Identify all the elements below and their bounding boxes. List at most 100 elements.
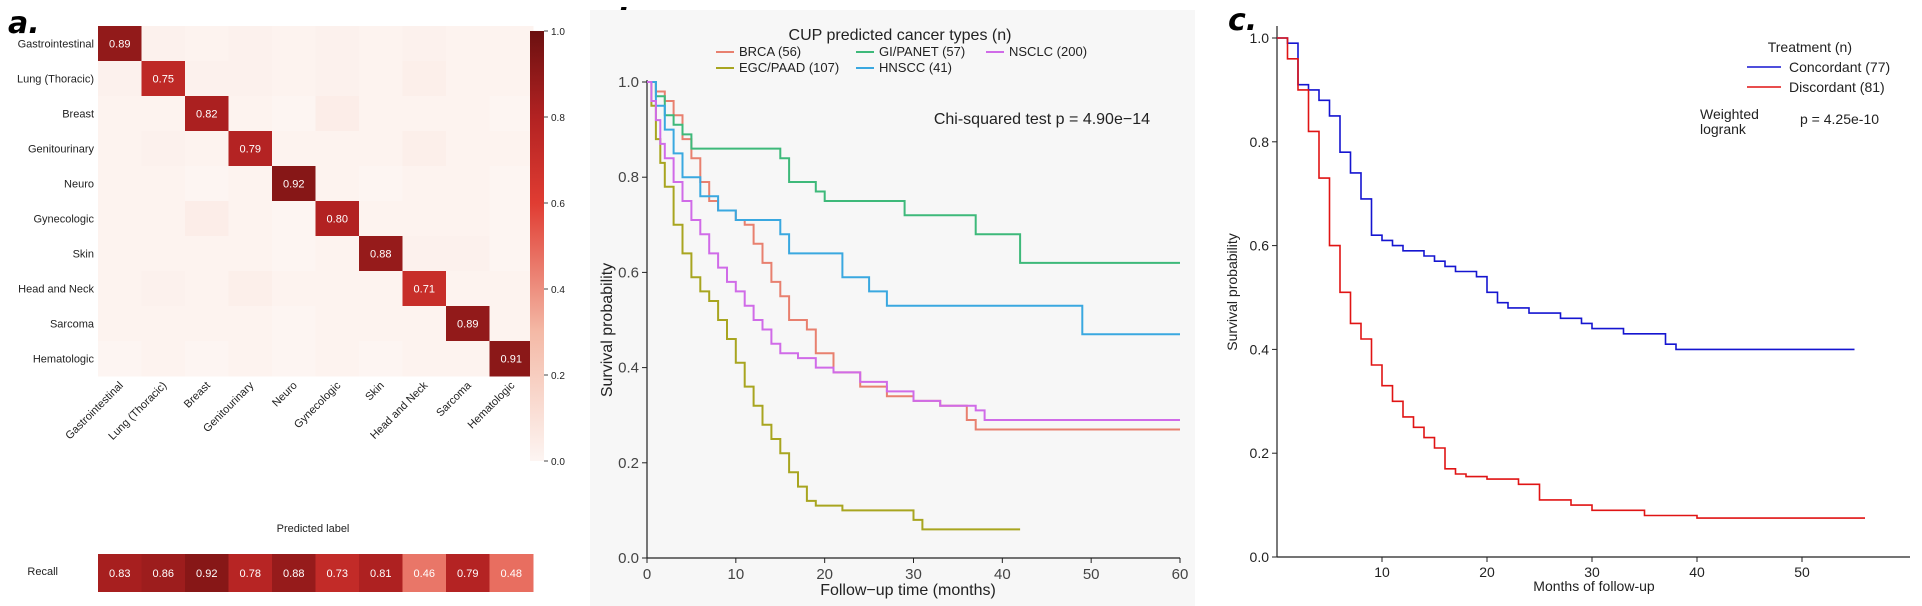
colorbar-ticks: 0.0 0.2 0.4 0.6 0.8 1.0 [544, 27, 565, 468]
heatmap-cell-genitourinary-gynecologic [315, 131, 360, 167]
panel-b-y-tick-label-2: 0.4 [618, 360, 639, 377]
heatmap-cell-lung-thoracic-skin [359, 61, 403, 97]
heatmap-cell-breast-neuro [272, 96, 316, 132]
recall-value-neuro: 0.88 [283, 568, 304, 580]
heatmap-row-label-hematologic: Hematologic [33, 354, 95, 366]
heatmap-cell-gastrointestinal-skin [359, 26, 403, 62]
heatmap-cell-skin-breast [185, 236, 229, 272]
heatmap-cell-lung-thoracic-gastrointestinal [98, 61, 142, 97]
colorbar-tick-label-1: 0.2 [551, 371, 565, 382]
heatmap-cell-breast-gastrointestinal [98, 96, 142, 132]
heatmap-value-neuro: 0.92 [283, 179, 304, 191]
heatmap-cell-lung-thoracic-sarcoma [446, 61, 490, 97]
heatmap-value-skin: 0.88 [370, 249, 391, 261]
heatmap-cell-hematologic-sarcoma [446, 341, 490, 377]
heatmap-cell-gynecologic-gynecologic [315, 201, 360, 237]
panel-b-x-axis-label: Follow−up time (months) [820, 582, 996, 599]
panel-c-axes: 10 20 30 40 50 0.0 0.2 0.4 0.6 0.8 1.0 [1250, 26, 1910, 580]
panel-c-y-axis-label: Survival probability [1224, 233, 1240, 351]
panel-b-axes: 0 10 20 30 40 50 60 0.0 0.2 0.4 0.6 0.8 1.0 [618, 74, 1188, 583]
heatmap-row-labels: Gastrointestinal Lung (Thoracic) Breast Gen… [17, 39, 95, 366]
panel-b-legend: BRCA (56)EGC/PAAD (107) GI/PANET (57)HNSC… [716, 44, 1087, 75]
colorbar-tick-label-2: 0.4 [551, 285, 565, 296]
recall-value-lung-thoracic: 0.86 [153, 568, 174, 580]
heatmap-cell-lung-thoracic-lung-thoracic [141, 61, 186, 97]
heatmap-cell-sarcoma-head-and-neck [402, 306, 447, 342]
panel-c-y-tick-label-5: 1.0 [1250, 30, 1270, 46]
recall-cell-gastrointestinal [98, 554, 142, 592]
heatmap-colorbar [530, 31, 544, 461]
panel-b-curve-egc-paad-107 [647, 81, 1021, 531]
heatmap-cell-hematologic-gynecologic [315, 341, 360, 377]
heatmap-cell-gynecologic-genitourinary [228, 201, 273, 237]
panel-b-background [590, 10, 1195, 606]
heatmap-cell-neuro-head-and-neck [402, 166, 447, 202]
colorbar-tick-label-4: 0.8 [551, 113, 565, 124]
heatmap-row-label-sarcoma: Sarcoma [50, 319, 95, 331]
recall-value-sarcoma: 0.79 [457, 568, 478, 580]
heatmap-cell-skin-genitourinary [228, 236, 273, 272]
heatmap-cell-genitourinary-genitourinary [228, 131, 273, 167]
heatmap-cell-neuro-hematologic [489, 166, 534, 202]
recall-cell-gynecologic [315, 554, 360, 592]
recall-row-label: Recall [27, 566, 58, 578]
panel-b-x-tick-label-0: 0 [643, 566, 651, 583]
heatmap-cell-skin-gastrointestinal [98, 236, 142, 272]
heatmap-cell-neuro-skin [359, 166, 403, 202]
recall-cell-sarcoma [446, 554, 490, 592]
panel-b-x-tick-label-2: 20 [816, 566, 833, 583]
heatmap-row-label-head-and-neck: Head and Neck [18, 284, 94, 296]
heatmap-cell-head-and-neck-lung-thoracic [141, 271, 186, 307]
panel-c-legend-label-concordant-77: Concordant (77) [1789, 59, 1890, 75]
panel-b-y-axis-label: Survival probability [599, 263, 616, 397]
heatmap-cell-skin-hematologic [489, 236, 534, 272]
heatmap-cell-neuro-gastrointestinal [98, 166, 142, 202]
heatmap-cell-gynecologic-head-and-neck [402, 201, 447, 237]
heatmap-cell-lung-thoracic-gynecologic [315, 61, 360, 97]
recall-cell-skin [359, 554, 403, 592]
recall-value-skin: 0.81 [370, 568, 391, 580]
heatmap-cell-head-and-neck-hematologic [489, 271, 534, 307]
panel-b-curve-gi-panet-57 [647, 81, 1180, 264]
heatmap-cell-hematologic-head-and-neck [402, 341, 447, 377]
heatmap-cell-neuro-neuro [272, 166, 316, 202]
heatmap-cell-breast-lung-thoracic [141, 96, 186, 132]
heatmap-cell-head-and-neck-head-and-neck [402, 271, 447, 307]
heatmap-cell-sarcoma-lung-thoracic [141, 306, 186, 342]
heatmap-cell-hematologic-breast [185, 341, 229, 377]
heatmap-cell-genitourinary-head-and-neck [402, 131, 447, 167]
heatmap-cell-gynecologic-breast [185, 201, 229, 237]
heatmap-cell-sarcoma-breast [185, 306, 229, 342]
heatmap-value-lung-thoracic: 0.75 [153, 74, 174, 86]
heatmap-cell-hematologic-gastrointestinal [98, 341, 142, 377]
panel-c-x-tick-label-1: 20 [1479, 564, 1495, 580]
heatmap-cell-gastrointestinal-hematologic [489, 26, 534, 62]
heatmap-cells: 0.89 0.75 0.82 0.79 0.92 0.80 0.88 0.71 0.89 0.91 [98, 26, 534, 377]
heatmap-cell-genitourinary-neuro [272, 131, 316, 167]
panel-b-survival-by-cancer-type: b. CUP predicted cancer types (n) BRCA (… [590, 3, 1195, 606]
heatmap-cell-lung-thoracic-hematologic [489, 61, 534, 97]
heatmap-cell-sarcoma-sarcoma [446, 306, 490, 342]
panel-c-x-tick-label-0: 10 [1374, 564, 1390, 580]
heatmap-cell-skin-neuro [272, 236, 316, 272]
panel-c-x-tick-label-4: 50 [1794, 564, 1810, 580]
heatmap-value-gynecologic: 0.80 [327, 214, 348, 226]
heatmap-cell-lung-thoracic-head-and-neck [402, 61, 447, 97]
heatmap-cell-sarcoma-gastrointestinal [98, 306, 142, 342]
panel-c-y-tick-label-4: 0.8 [1250, 134, 1270, 150]
heatmap-cell-breast-head-and-neck [402, 96, 447, 132]
panel-c-curve-concordant-77 [1277, 37, 1855, 351]
heatmap-cell-gynecologic-lung-thoracic [141, 201, 186, 237]
panel-b-legend-label-brca-56: BRCA (56) [739, 44, 801, 59]
heatmap-cell-skin-gynecologic [315, 236, 360, 272]
recall-cells: 0.83 0.86 0.92 0.78 0.88 0.73 0.81 0.46 0.79 0.48 [98, 554, 534, 592]
heatmap-cell-neuro-genitourinary [228, 166, 273, 202]
heatmap-cell-breast-genitourinary [228, 96, 273, 132]
recall-value-genitourinary: 0.78 [240, 568, 261, 580]
recall-cell-neuro [272, 554, 316, 592]
recall-cell-breast [185, 554, 229, 592]
heatmap-row-label-lung-thoracic: Lung (Thoracic) [17, 74, 94, 86]
panel-b-legend-label-gi-panet-57: GI/PANET (57) [879, 44, 965, 59]
heatmap-value-genitourinary: 0.79 [240, 144, 261, 156]
heatmap-cell-head-and-neck-genitourinary [228, 271, 273, 307]
